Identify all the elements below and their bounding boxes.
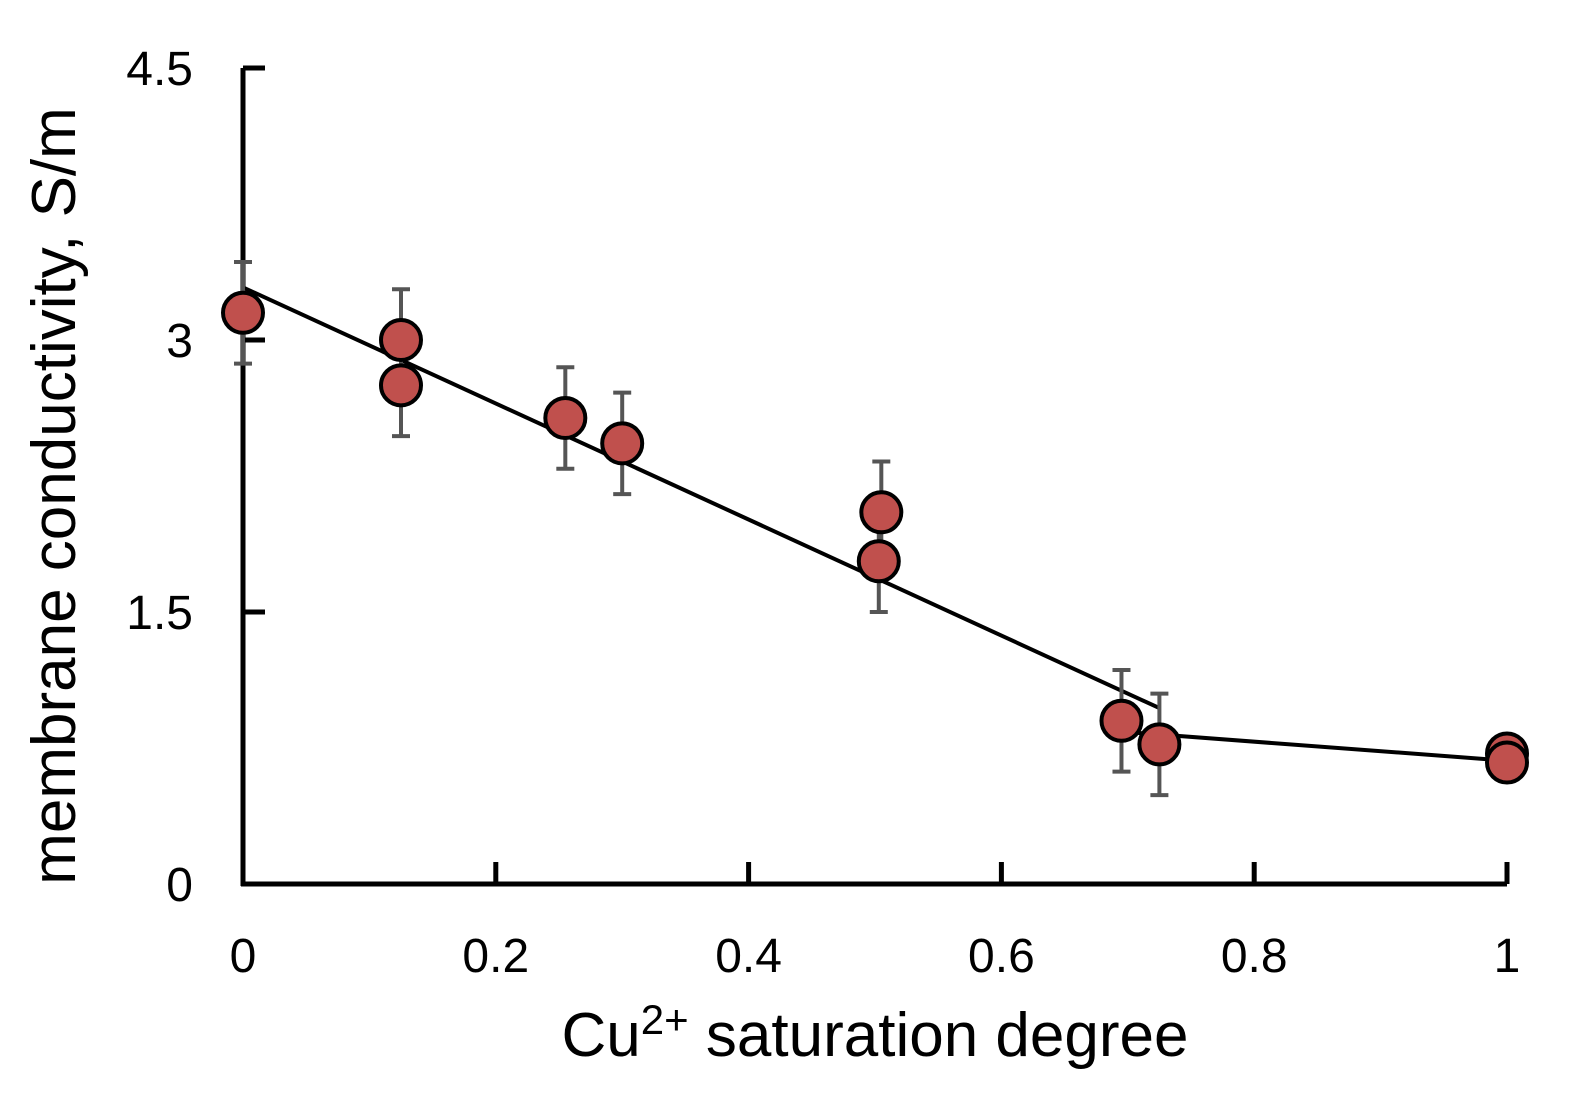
fit-2-line <box>1121 729 1508 763</box>
data-point <box>1137 722 1182 767</box>
data-point <box>859 490 904 535</box>
x-tick-label: 1 <box>1494 930 1521 983</box>
y-tick-label: 1.5 <box>126 587 193 640</box>
x-axis-title-main: Cu <box>562 1001 641 1070</box>
tick-labels: 0 1.5 3 4.5 0 0.2 0.4 0.6 0.8 1 <box>126 43 1520 983</box>
y-tick-label: 0 <box>166 859 193 912</box>
x-axis-title: Cu2+ saturation degree <box>562 996 1189 1070</box>
axes <box>240 68 1507 887</box>
data-point <box>543 395 588 440</box>
y-tick-label: 3 <box>166 315 193 368</box>
data-point <box>600 421 645 466</box>
data-point <box>1099 698 1144 743</box>
fit-1-line <box>242 285 1161 710</box>
x-tick-label: 0 <box>230 930 257 983</box>
data-point <box>221 290 265 335</box>
data-point <box>856 539 901 584</box>
x-tick-label: 0.2 <box>462 930 529 983</box>
x-axis-title-rest: saturation degree <box>689 1001 1189 1070</box>
data-point <box>379 363 423 408</box>
y-tick-label: 4.5 <box>126 43 193 96</box>
x-tick-label: 0.8 <box>1221 930 1288 983</box>
ticks <box>240 65 1510 887</box>
x-axis-title-superscript: 2+ <box>641 996 689 1043</box>
x-tick-label: 0.6 <box>968 930 1035 983</box>
y-axis-title: membrane conductivity, S/m <box>20 107 89 885</box>
data-point <box>1485 740 1529 785</box>
x-tick-label: 0.4 <box>715 930 782 983</box>
error-bars <box>234 260 1169 798</box>
data-points <box>221 290 1529 785</box>
data-point <box>379 318 423 362</box>
